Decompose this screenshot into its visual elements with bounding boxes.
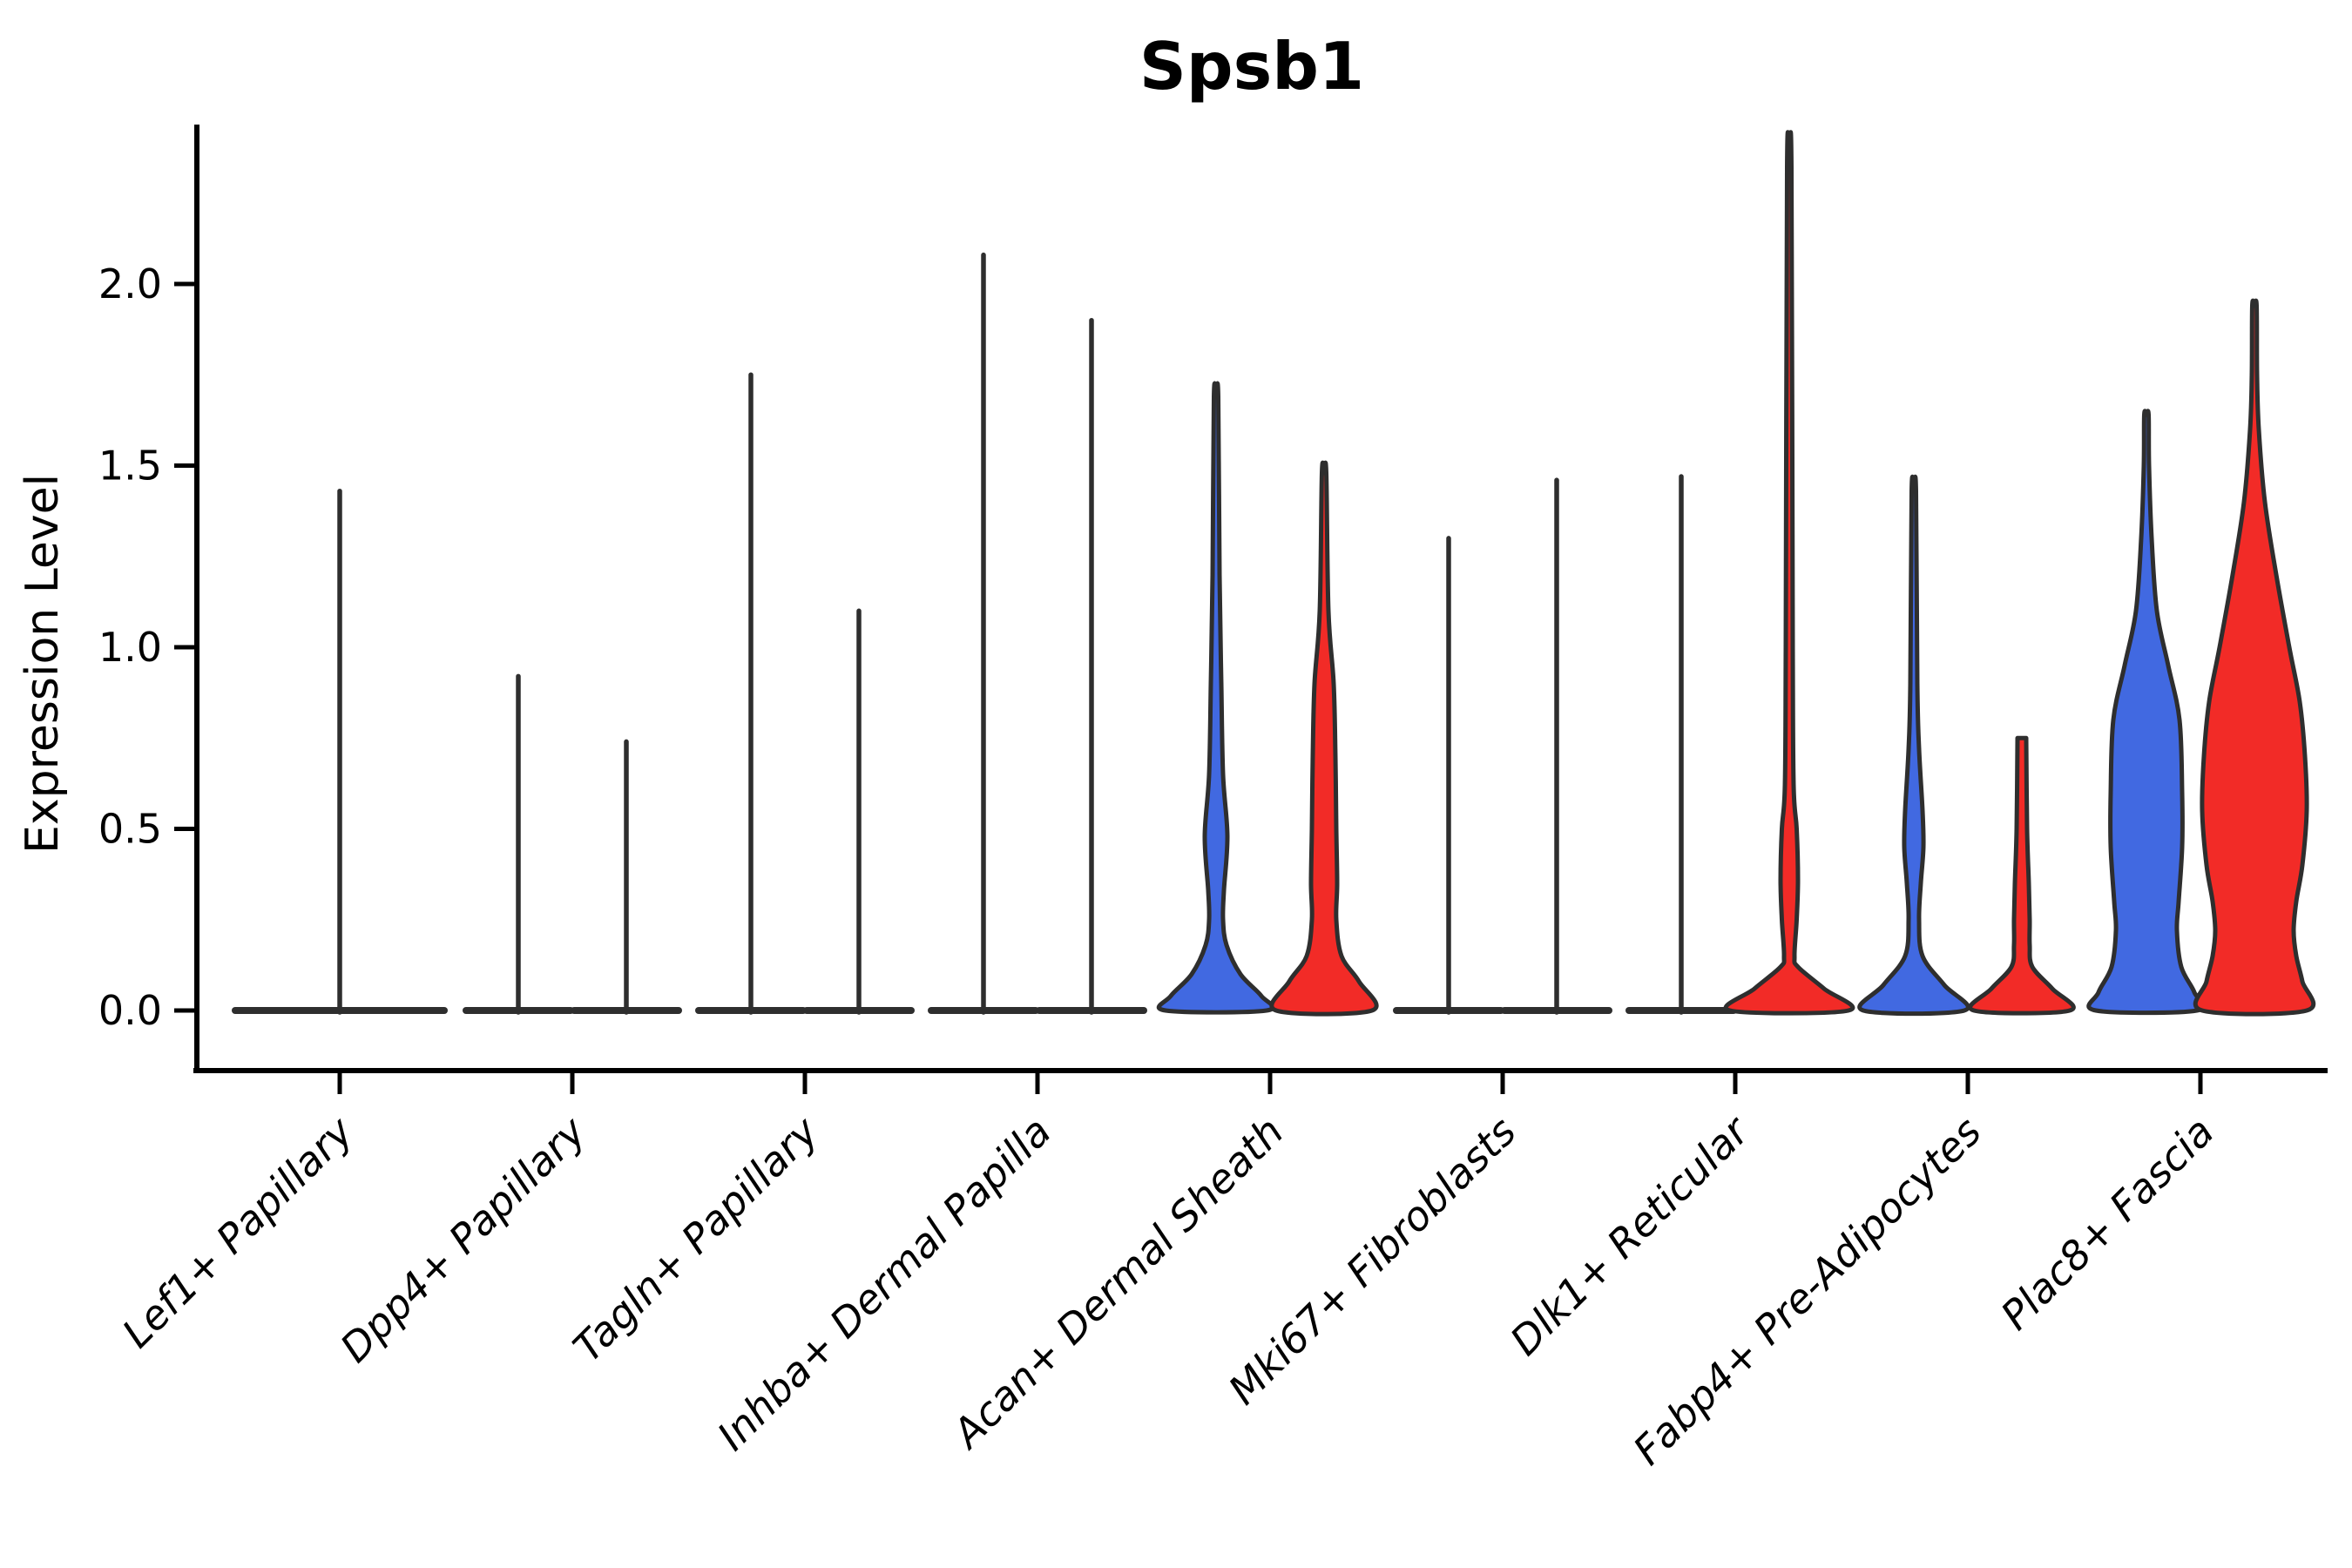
plot-title: Spsb1 bbox=[1139, 28, 1364, 105]
y-tick-label-4: 2.0 bbox=[98, 260, 162, 308]
x-tick-label-6: Dlk1+ Reticular bbox=[1501, 1105, 1760, 1364]
x-tick-label-1: Dpp4+ Papillary bbox=[331, 1107, 595, 1371]
violin-red bbox=[2193, 298, 2316, 1017]
y-tick-label-3: 1.5 bbox=[98, 443, 162, 490]
violin-blue bbox=[1857, 474, 1970, 1017]
violin-red bbox=[1269, 460, 1379, 1017]
y-tick-label-0: 0.0 bbox=[98, 987, 162, 1034]
y-tick-label-2: 1.0 bbox=[98, 624, 162, 671]
violin-blue bbox=[2086, 409, 2207, 1016]
x-tick-label-0: Lef1+ Papillary bbox=[113, 1107, 362, 1356]
x-tick-label-8: Plac8+ Fascia bbox=[1991, 1108, 2222, 1339]
violin-blue bbox=[1157, 381, 1275, 1015]
y-axis-label: Expression Level bbox=[17, 474, 69, 854]
y-tick-label-1: 0.5 bbox=[98, 806, 162, 853]
violin-red bbox=[1723, 130, 1855, 1016]
violins-layer bbox=[232, 130, 2316, 1017]
labels-layer: Spsb1 Expression Level 0.0 0.5 1.0 1.5 2… bbox=[17, 28, 2223, 1474]
violin-red bbox=[1968, 735, 2076, 1016]
axes-layer bbox=[174, 125, 2328, 1094]
x-tick-label-2: Tagln+ Papillary bbox=[564, 1107, 828, 1371]
